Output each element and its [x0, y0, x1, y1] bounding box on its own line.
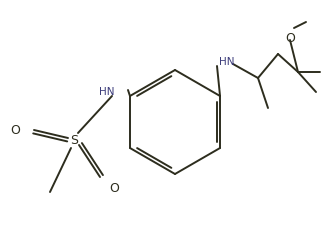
Text: O: O [109, 182, 119, 196]
Text: O: O [285, 32, 295, 45]
Text: HN: HN [98, 87, 114, 97]
Text: O: O [10, 124, 20, 137]
Text: S: S [70, 133, 78, 146]
Text: HN: HN [219, 57, 234, 67]
